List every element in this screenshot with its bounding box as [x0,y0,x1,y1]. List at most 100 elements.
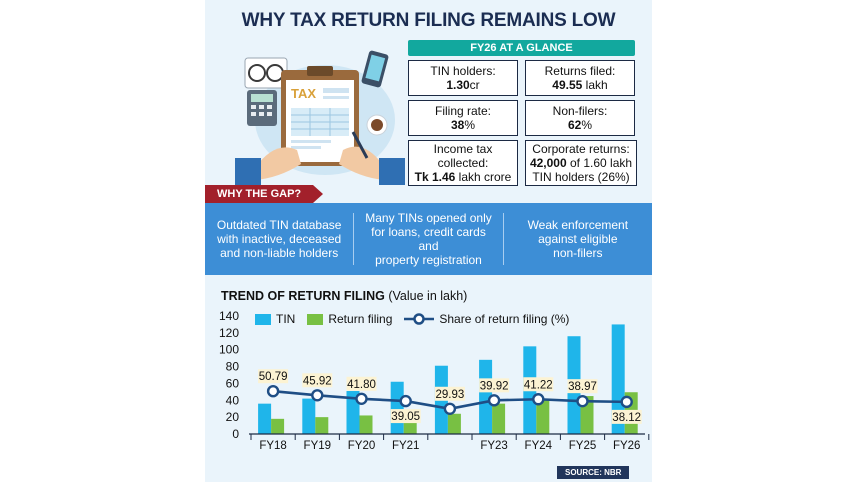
stat-unit: cr [469,78,480,92]
share-data-label: 50.79 [259,371,288,383]
stat-label: Filing rate: [434,104,492,118]
gap-reason-2: Many TINs opened only for loans, credit … [365,211,492,267]
stat-rest: TIN holders (26%) [532,170,630,184]
tin-bar [611,324,625,434]
stat-rest: of 1.60 lakh [566,156,633,170]
tin-bar [258,403,272,434]
stat-label: collected: [437,156,489,170]
chart-title-note: (Value in lakh) [384,289,468,303]
stat-value: Tk 1.46 [414,170,456,184]
y-tick-label: 140 [219,309,239,323]
stat-value: 38 [450,118,465,132]
share-data-label: 39.05 [391,411,420,423]
share-data-label: 29.93 [436,389,465,401]
tax-illustration: TAX [235,50,405,185]
share-point [443,402,457,415]
legend-label: Share of return filing (%) [439,312,570,326]
y-tick-label: 120 [219,326,239,340]
stat-label: TIN holders: [430,64,496,78]
legend-return-filing: Return filing [307,312,392,326]
share-point [311,389,324,402]
share-point [532,393,545,406]
share-label-bg [611,409,642,424]
stat-value: 62 [567,118,582,132]
stat-value: 49.55 [552,78,583,92]
return-bar [492,403,506,434]
share-point [266,384,280,398]
reason-divider [353,213,355,265]
stat-label: Corporate returns: [532,142,630,156]
share-label-bg [390,409,421,424]
tin-bar [302,398,316,434]
return-bar [315,417,329,434]
legend-tin: TIN [255,312,295,326]
infographic-card: WHY TAX RETURN FILING REMAINS LOW TAX FY… [205,0,652,482]
stat-non-filers: Non-filers: 62% [525,100,635,136]
legend-swatch [255,313,271,325]
share-data-label: 45.92 [303,375,332,387]
chart-title: TREND OF RETURN FILING (Value in lakh) [221,289,467,303]
return-bar [447,413,461,434]
stat-corporate-returns: Corporate returns: 42,000 of 1.60 lakh T… [525,140,637,186]
headline: WHY TAX RETURN FILING REMAINS LOW [241,10,616,31]
share-label-bg [258,369,289,384]
share-data-label: 41.22 [524,379,553,391]
y-tick-label: 60 [226,376,240,390]
share-point [355,392,368,405]
share-data-label: 39.92 [480,380,509,392]
return-bar [536,398,550,434]
x-tick-label: FY20 [348,440,376,452]
x-tick-label: FY19 [304,440,332,452]
tin-bar [390,381,404,434]
stat-unit: lakh crore [455,170,512,184]
x-tick-label: FY24 [525,440,553,452]
x-tick-label: FY26 [613,440,641,452]
share-label-bg [567,379,598,394]
stat-tin-holders: TIN holders: 1.30cr [408,60,518,96]
chart-legend: TIN Return filing Share of return filing… [255,312,581,326]
legend-line-marker [404,313,435,325]
gap-reason-3: Weak enforcement against eligible non-fi… [527,218,629,260]
gap-reason-1: Outdated TIN database with inactive, dec… [216,218,342,260]
stat-filing-rate: Filing rate: 38% [408,100,518,136]
share-data-label: 38.97 [568,381,597,393]
stat-label: Non-filers: [552,104,608,118]
reason-divider [502,213,504,265]
share-point [487,394,501,407]
why-the-gap-tag: WHY THE GAP? [205,185,323,203]
stat-income-tax: Income tax collected: Tk 1.46 lakh crore [408,140,518,186]
share-label-bg [434,386,465,401]
share-label-bg [523,377,554,392]
stat-label: Income tax [433,142,493,156]
gap-reasons-band: Outdated TIN database with inactive, dec… [205,203,652,275]
share-data-label: 38.12 [612,412,641,424]
glance-banner: FY26 AT A GLANCE [408,40,635,56]
return-bar [359,415,373,434]
share-data-label: 41.80 [347,379,376,391]
share-point [399,394,412,408]
share-label-bg [346,376,377,391]
stat-value: 42,000 [529,156,567,170]
tax-word: TAX [291,86,316,101]
return-bar [271,418,285,434]
y-tick-label: 0 [232,427,239,441]
stat-value: 1.30 [446,78,470,92]
y-tick-label: 80 [226,360,240,374]
y-tick-label: 100 [219,343,239,357]
stat-label: Returns filed: [544,64,616,78]
source-credit: SOURCE: NBR [557,466,630,479]
stat-unit: lakh [582,78,608,92]
x-tick-label: FY25 [569,440,597,452]
y-tick-label: 20 [226,410,240,424]
share-label-bg [302,373,333,388]
x-tick-label: FY21 [392,440,420,452]
legend-label: Return filing [328,312,393,326]
x-tick-label: FY23 [480,440,508,452]
share-label-bg [479,378,510,393]
y-tick-label: 40 [226,393,240,407]
return-filing-chart: 0 20 40 60 80 100 120 140 FY18 FY19 FY20 FY21 FY23 FY… [219,309,650,452]
share-point [576,394,589,408]
stat-returns-filed: Returns filed: 49.55 lakh [525,60,635,96]
chart-title-bold: TREND OF RETURN FILING [221,289,385,303]
share-point [620,395,633,409]
